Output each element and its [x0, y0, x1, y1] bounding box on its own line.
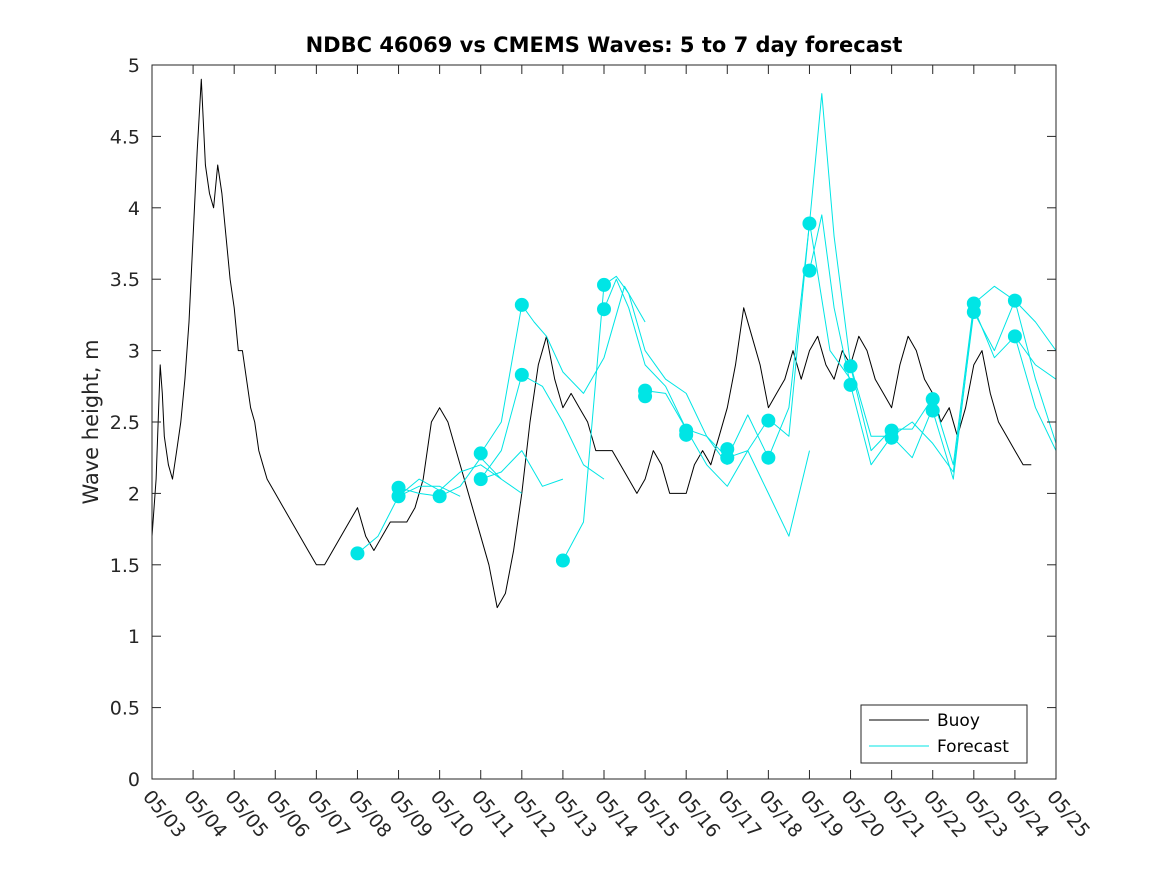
y-tick-label: 0: [128, 769, 140, 791]
forecast-line-4: [480, 285, 646, 454]
forecast-marker: [802, 216, 817, 231]
y-tick-label: 4: [128, 198, 140, 220]
y-tick-label: 3: [128, 341, 140, 363]
forecast-marker: [1007, 329, 1022, 344]
forecast-marker: [473, 446, 488, 461]
y-tick-label: 1.5: [110, 555, 140, 577]
forecast-marker: [843, 377, 858, 392]
forecast-marker: [925, 392, 940, 407]
y-tick-label: 1: [128, 626, 140, 648]
legend-label-buoy: Buoy: [937, 711, 980, 731]
y-tick-label: 4.5: [110, 126, 140, 148]
buoy-series: [152, 78, 1032, 609]
forecast-line-12: [850, 285, 1056, 466]
forecast-markers: [350, 216, 1022, 568]
forecast-marker: [1007, 293, 1022, 308]
forecast-line-7: [562, 275, 728, 561]
forecast-line-9: [645, 221, 851, 459]
forecast-line-8: [603, 278, 810, 537]
legend-label-forecast: Forecast: [937, 737, 1009, 757]
y-tick-label: 5: [128, 55, 140, 77]
forecast-line-13: [932, 307, 1056, 480]
forecast-marker: [555, 553, 570, 568]
forecast-line-6: [480, 450, 564, 487]
forecast-marker: [638, 389, 653, 404]
forecast-marker: [884, 430, 899, 445]
forecast-marker: [597, 302, 611, 317]
y-tick-label: 0.5: [110, 698, 140, 720]
forecast-marker: [720, 450, 735, 465]
forecast-line-15: [1014, 336, 1056, 380]
forecast-line-11: [809, 214, 975, 473]
forecast-marker: [761, 450, 776, 465]
chart-title: NDBC 46069 vs CMEMS Waves: 5 to 7 day fo…: [306, 33, 903, 57]
forecast-marker: [597, 277, 611, 292]
forecast-marker: [925, 403, 940, 418]
y-axis-label: Wave height, m: [79, 339, 103, 504]
forecast-marker: [514, 367, 529, 382]
forecast-marker: [761, 413, 776, 428]
y-tick-label: 2.5: [110, 412, 140, 434]
buoy-line: [152, 78, 1032, 609]
plot-area: [152, 65, 1056, 779]
legend: Buoy Forecast: [860, 704, 1028, 764]
forecast-marker: [843, 359, 858, 374]
forecast-marker: [802, 263, 817, 278]
y-tick-label: 2: [128, 483, 140, 505]
forecast-marker: [966, 305, 981, 320]
forecast-line-5: [480, 374, 605, 480]
forecast-marker: [473, 472, 488, 487]
y-tick-label: 3.5: [110, 269, 140, 291]
legend-box: [860, 704, 1028, 764]
forecast-marker: [432, 489, 447, 504]
forecast-line-3: [398, 457, 502, 497]
forecast-marker: [350, 546, 365, 561]
y-axis: 0 0.5 1 1.5 2 2.5 3 3.5 4 4.5 5: [110, 55, 1056, 791]
forecast-marker: [679, 427, 694, 442]
forecast-marker: [391, 489, 406, 504]
forecast-marker: [514, 297, 529, 312]
